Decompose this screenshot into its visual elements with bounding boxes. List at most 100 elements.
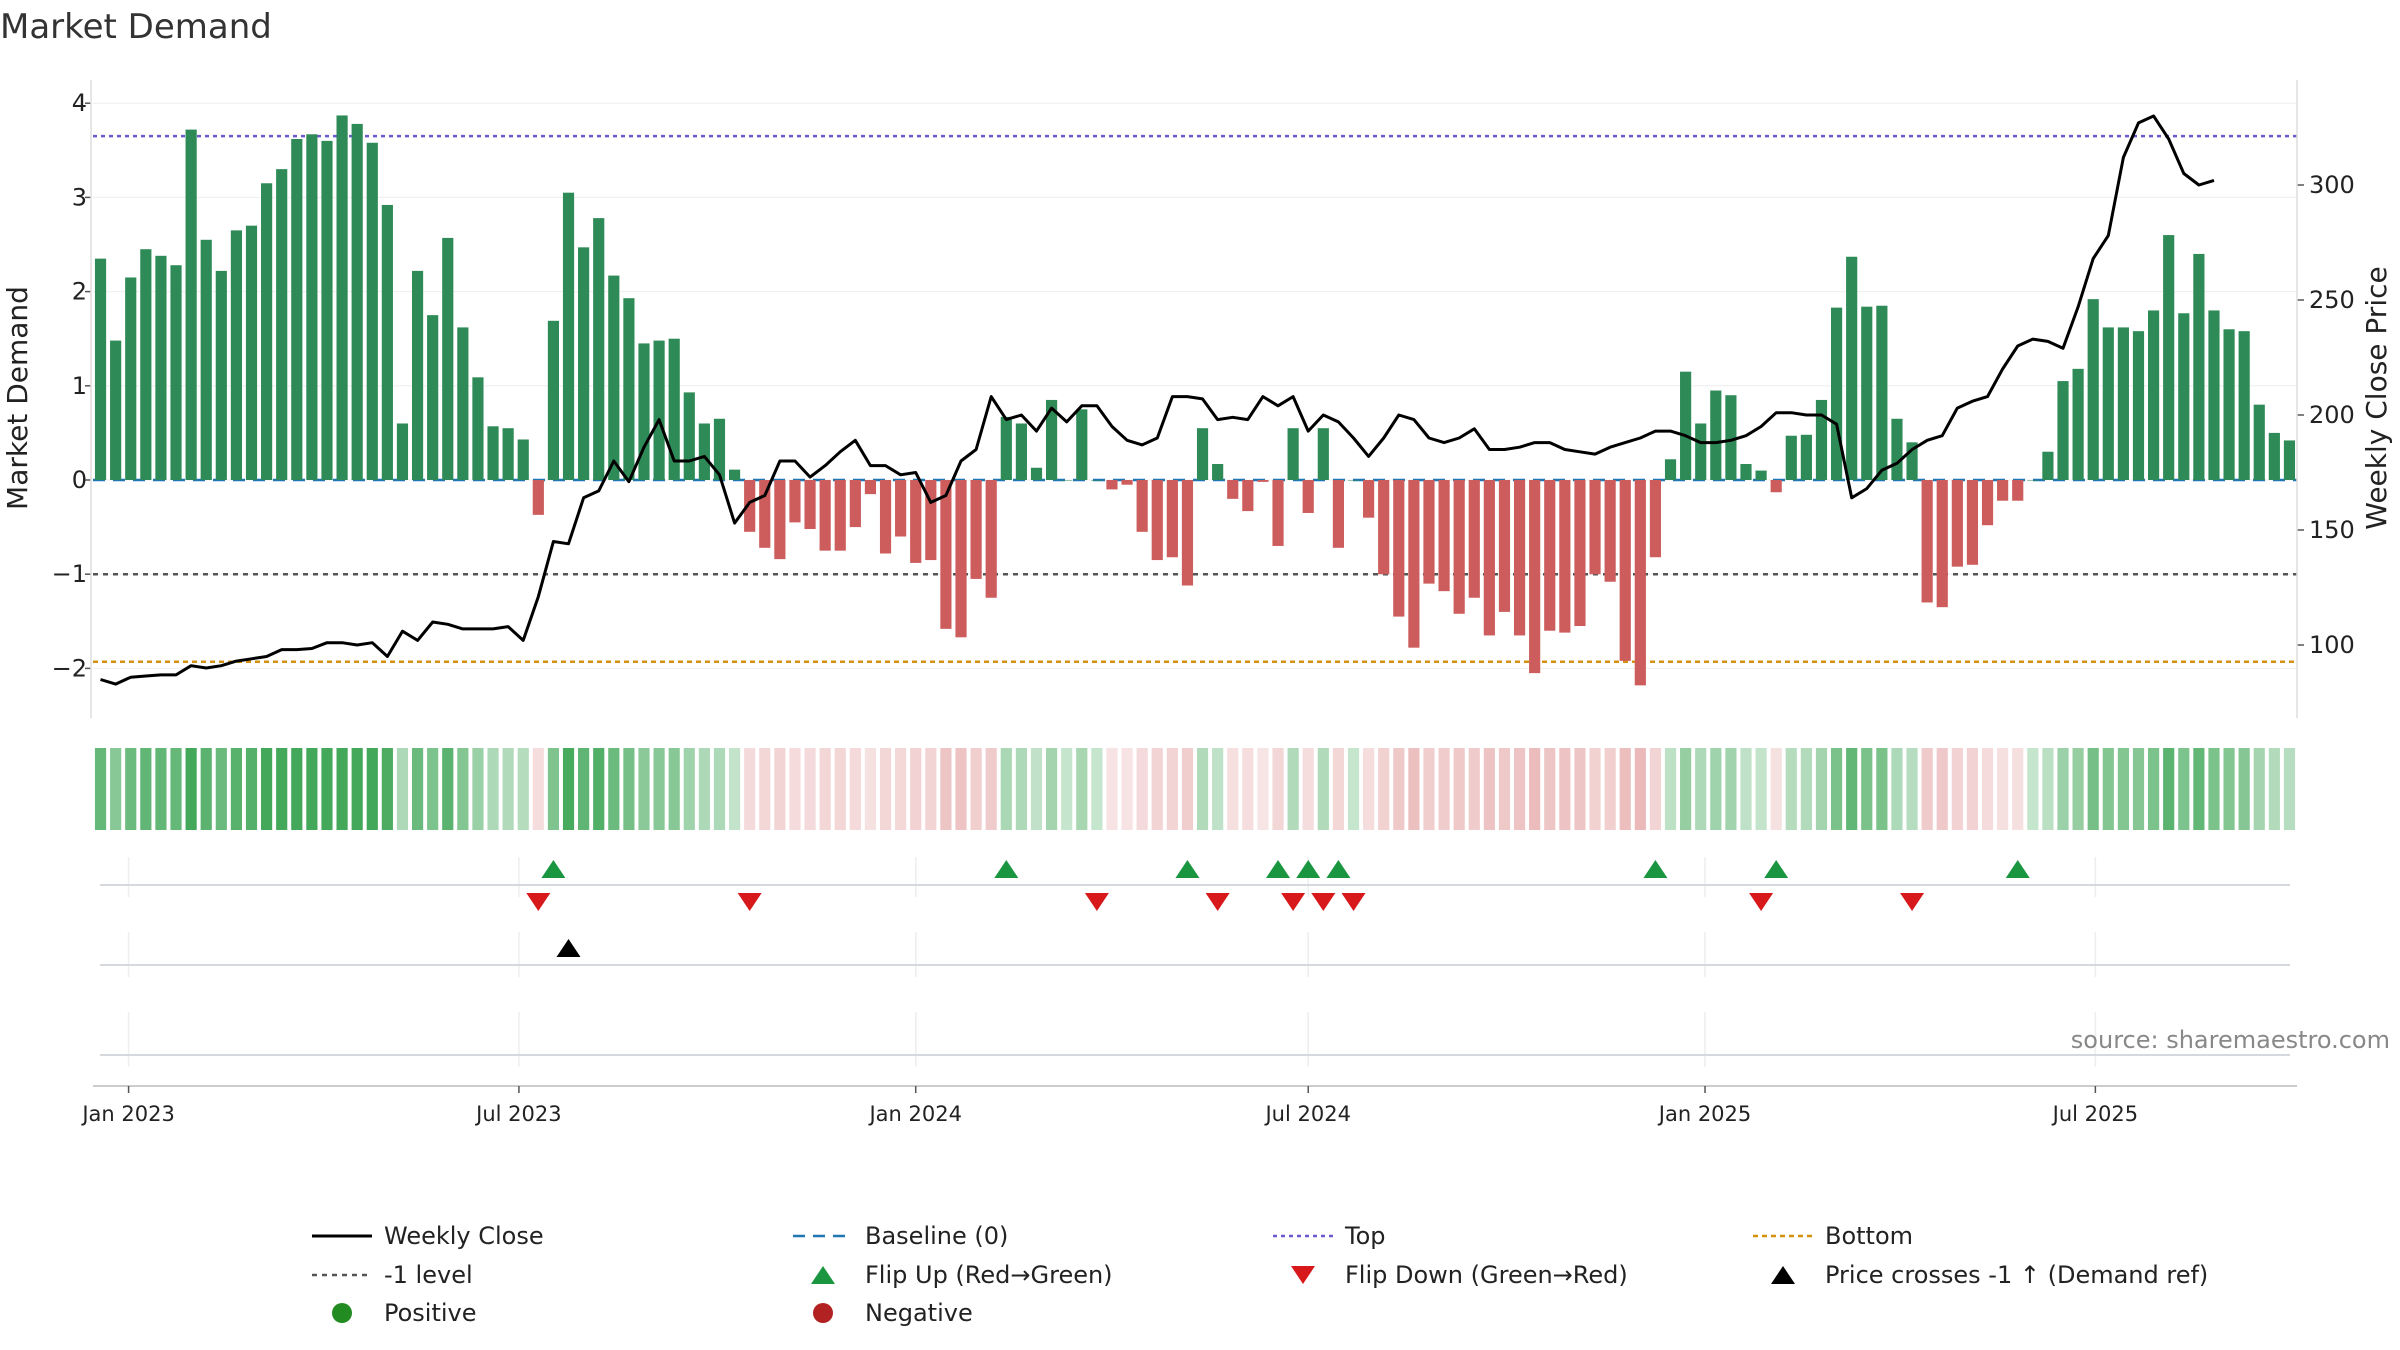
heat-cell	[1800, 748, 1812, 830]
demand-bar	[774, 480, 786, 560]
demand-bar	[2102, 327, 2114, 480]
heat-cell	[1815, 748, 1828, 830]
demand-bar	[1015, 423, 1027, 480]
demand-bar	[2057, 381, 2069, 480]
demand-bar	[713, 418, 726, 480]
heat-cell	[1378, 748, 1390, 830]
heat-cell	[1423, 748, 1435, 830]
demand-bar	[1483, 480, 1495, 636]
heat-cell	[970, 748, 982, 830]
heat-cell	[1302, 748, 1314, 830]
demand-bar	[638, 343, 650, 480]
demand-bar	[1136, 480, 1148, 532]
heat-cell	[2087, 748, 2099, 830]
demand-bar	[1227, 480, 1239, 499]
heat-cell	[1242, 748, 1254, 830]
heat-cell	[819, 748, 831, 830]
heat-cell	[2163, 748, 2175, 830]
heat-cell	[1664, 748, 1677, 830]
heat-cell	[502, 748, 514, 830]
heat-cell	[1634, 748, 1646, 830]
flip-up-marker	[2005, 860, 2030, 878]
demand-bar	[170, 265, 182, 480]
heat-cell	[1393, 748, 1405, 830]
demand-bar	[1212, 463, 1224, 480]
heat-cell	[517, 748, 529, 830]
demand-bar	[955, 480, 967, 638]
legend-price-cross-swatch	[1771, 1266, 1795, 1284]
demand-bar	[1830, 307, 1843, 480]
demand-bar	[245, 225, 258, 480]
demand-bar	[411, 270, 424, 480]
demand-bar	[985, 480, 997, 598]
demand-bar	[366, 142, 378, 480]
demand-bar	[1378, 480, 1390, 575]
demand-bar	[1649, 480, 1662, 558]
demand-bar	[1513, 480, 1526, 636]
demand-bar	[1272, 480, 1284, 546]
flip-down-marker	[1205, 893, 1230, 911]
heat-cell	[2253, 748, 2265, 830]
demand-bar	[2148, 310, 2160, 480]
demand-bar	[321, 140, 333, 480]
demand-bar	[1966, 480, 1979, 565]
heat-cell	[200, 748, 212, 830]
flip-up-marker	[994, 860, 1019, 878]
demand-bar	[970, 480, 982, 579]
flip-up-marker	[1764, 860, 1789, 878]
demand-bar	[864, 480, 877, 495]
demand-bar	[1604, 480, 1616, 582]
heat-cell	[1076, 748, 1088, 830]
demand-bar	[1363, 480, 1375, 518]
demand-bar	[849, 480, 861, 528]
heat-cell	[864, 748, 877, 830]
heat-cell	[593, 748, 605, 830]
demand-bar	[291, 139, 303, 480]
heat-cell	[1332, 748, 1344, 830]
demand-bar	[593, 218, 605, 480]
y-tick-label: −1	[52, 560, 87, 588]
demand-bar	[2268, 432, 2280, 480]
heat-cell	[1997, 748, 2009, 830]
demand-bar	[1891, 418, 1903, 480]
heat-cell	[2102, 748, 2114, 830]
demand-bar	[1725, 395, 1737, 480]
demand-bar	[1287, 428, 1299, 480]
demand-bar	[200, 239, 212, 480]
demand-bar	[2132, 331, 2145, 480]
demand-bar	[1981, 480, 1994, 526]
demand-bar	[1076, 409, 1088, 480]
demand-bar	[1815, 399, 1828, 480]
demand-bar	[306, 134, 318, 481]
demand-bar	[2042, 451, 2054, 480]
demand-bar	[895, 480, 907, 537]
heat-cell	[351, 748, 363, 830]
legend-flip-up-label: Flip Up (Red→Green)	[865, 1261, 1113, 1289]
y2-tick-label: 100	[2309, 631, 2355, 659]
legend-flip-up-swatch	[811, 1266, 835, 1284]
heat-cell	[1181, 748, 1194, 830]
heat-cell	[2193, 748, 2205, 830]
heat-cell	[125, 748, 137, 830]
heat-cell	[804, 748, 816, 830]
y-tick-label: 0	[72, 466, 87, 494]
heat-cell	[140, 748, 152, 830]
heat-cell	[1574, 748, 1586, 830]
heat-cell	[1710, 748, 1722, 830]
y2-tick-label: 200	[2309, 401, 2355, 429]
heat-cell	[442, 748, 454, 830]
demand-bar	[230, 230, 242, 480]
flip-up-marker	[1326, 860, 1351, 878]
demand-bar	[1710, 390, 1722, 480]
demand-bar	[759, 480, 771, 548]
heat-cell	[1951, 748, 1963, 830]
heat-cell	[230, 748, 242, 830]
demand-bar	[1921, 480, 1933, 603]
heat-cell	[336, 748, 348, 830]
demand-bar	[110, 340, 122, 480]
demand-bar	[2283, 440, 2296, 480]
demand-bar	[1061, 480, 1073, 481]
heat-cell	[759, 748, 771, 830]
demand-bar	[1408, 480, 1420, 648]
